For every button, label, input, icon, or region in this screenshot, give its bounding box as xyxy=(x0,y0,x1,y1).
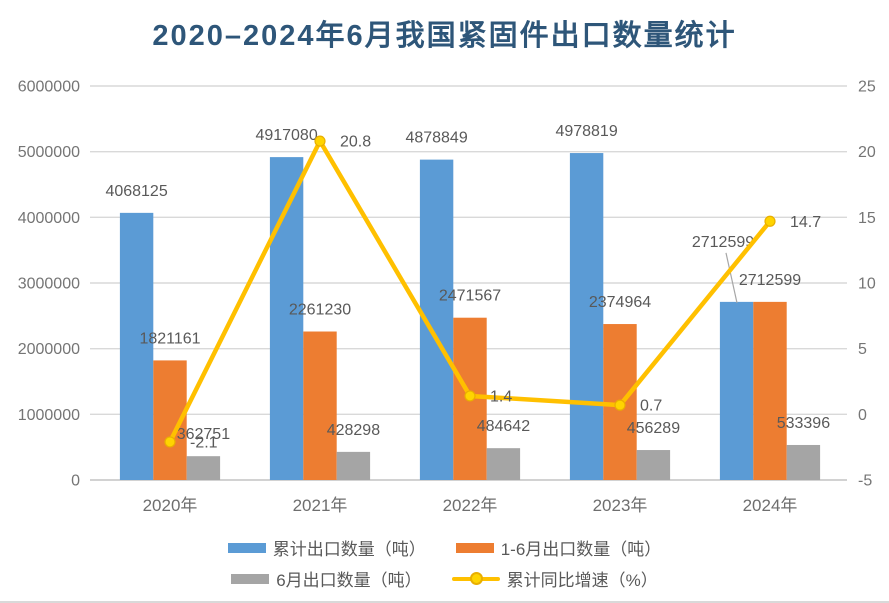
bar-label-june-export-2024年: 533396 xyxy=(777,415,830,432)
legend-swatch-jan-jun-export xyxy=(455,542,494,553)
legend-dot-yoy-growth xyxy=(469,572,483,585)
x-axis-label-2023年: 2023年 xyxy=(593,496,648,515)
x-axis-label-2022年: 2022年 xyxy=(443,496,498,515)
x-axis-label-2021年: 2021年 xyxy=(293,496,348,515)
legend-label-yoy-growth: 累计同比增速（%） xyxy=(506,571,658,590)
legend-swatch-cumulative-export xyxy=(227,542,266,553)
growth-label-2022年: 1.4 xyxy=(490,388,512,405)
growth-marker-2024年 xyxy=(764,215,776,227)
bar-label-jan-jun-export-2023年: 2374964 xyxy=(589,294,651,311)
growth-marker-2020年 xyxy=(164,436,176,448)
legend-item-jan-jun-export: 1-6月出口数量（吨） xyxy=(455,535,662,560)
legend-row-2: 6月出口数量（吨） 累计同比增速（%） xyxy=(231,566,658,591)
y-axis-label-right: 25 xyxy=(858,79,876,96)
bar-label-cumulative-export-2021年: 4917080 xyxy=(255,127,317,144)
legend-swatch-june-export xyxy=(231,573,270,584)
y-axis-label-right: 0 xyxy=(858,407,867,424)
bar-cumulative-export-2023年 xyxy=(569,153,604,480)
legend-label-cumulative-export: 累计出口数量（吨） xyxy=(272,540,426,559)
bar-june-export-2023年 xyxy=(636,450,671,480)
bottom-edge-divider xyxy=(0,601,889,603)
growth-label-2021年: 20.8 xyxy=(340,134,371,151)
y-axis-label-right: 5 xyxy=(858,341,867,358)
bar-jan-jun-export-2024年 xyxy=(753,301,787,480)
bar-label-jan-jun-export-2020年: 1821161 xyxy=(139,330,200,347)
legend-label-june-export: 6月出口数量（吨） xyxy=(276,571,422,590)
bar-jan-jun-export-2021年 xyxy=(303,331,337,480)
bar-label-cumulative-export-2022年: 4878849 xyxy=(405,130,467,147)
growth-label-2023年: 0.7 xyxy=(640,398,662,415)
bar-cumulative-export-2024年 xyxy=(719,301,754,480)
bar-label-jan-jun-export-2022年: 2471567 xyxy=(439,288,501,305)
bar-label-cumulative-export-2020年: 4068125 xyxy=(105,183,167,200)
y-axis-label-left: 5000000 xyxy=(18,144,80,161)
y-axis-label-left: 3000000 xyxy=(18,276,80,293)
legend-item-june-export: 6月出口数量（吨） xyxy=(231,566,422,591)
bar-cumulative-export-2020年 xyxy=(119,212,154,480)
bar-label-june-export-2022年: 484642 xyxy=(477,418,530,435)
y-axis-label-right: -5 xyxy=(858,473,872,490)
bar-label-june-export-2023年: 456289 xyxy=(627,420,680,437)
y-axis-label-left: 4000000 xyxy=(18,210,80,227)
label-leader-line xyxy=(725,252,738,304)
x-axis-label-2020年: 2020年 xyxy=(143,496,198,515)
bar-label-jan-jun-export-2021年: 2261230 xyxy=(289,302,351,319)
legend: 累计出口数量（吨） 1-6月出口数量（吨） 6月出口数量（吨） 累计同比增速（%… xyxy=(0,535,889,591)
y-axis-label-right: 15 xyxy=(858,210,876,227)
legend-line-marker-yoy-growth xyxy=(451,572,500,585)
bar-june-export-2020年 xyxy=(186,456,221,480)
bar-label-cumulative-export-2023年: 4978819 xyxy=(555,123,617,140)
growth-label-2020年: -2.1 xyxy=(190,434,218,451)
bar-june-export-2024年 xyxy=(786,444,821,480)
x-axis-label-2024年: 2024年 xyxy=(743,496,798,515)
growth-marker-2022年 xyxy=(464,390,476,402)
legend-label-jan-jun-export: 1-6月出口数量（吨） xyxy=(500,540,662,559)
chart-title: 2020–2024年6月我国紧固件出口数量统计 xyxy=(152,20,737,52)
bar-label-cumulative-export-2024年: 2712599 xyxy=(692,234,754,251)
bar-june-export-2022年 xyxy=(486,448,521,480)
legend-item-yoy-growth: 累计同比增速（%） xyxy=(451,566,658,591)
bar-label-jan-jun-export-2024年: 2712599 xyxy=(739,272,801,289)
bar-june-export-2021年 xyxy=(336,451,371,480)
growth-label-2024年: 14.7 xyxy=(790,214,821,231)
bar-label-june-export-2020年: 362751 xyxy=(177,426,230,443)
y-axis-label-right: 10 xyxy=(858,276,876,293)
legend-row-1: 累计出口数量（吨） 1-6月出口数量（吨） xyxy=(227,535,662,560)
y-axis-label-left: 0 xyxy=(71,473,80,490)
y-axis-label-right: 20 xyxy=(858,144,876,161)
legend-item-cumulative-export: 累计出口数量（吨） xyxy=(227,535,426,560)
bar-label-june-export-2021年: 428298 xyxy=(327,422,380,439)
y-axis-label-left: 2000000 xyxy=(18,341,80,358)
y-axis-label-left: 1000000 xyxy=(18,407,80,424)
growth-marker-2023年 xyxy=(614,399,626,411)
y-axis-label-left: 6000000 xyxy=(18,79,80,96)
growth-marker-2021年 xyxy=(314,135,326,147)
